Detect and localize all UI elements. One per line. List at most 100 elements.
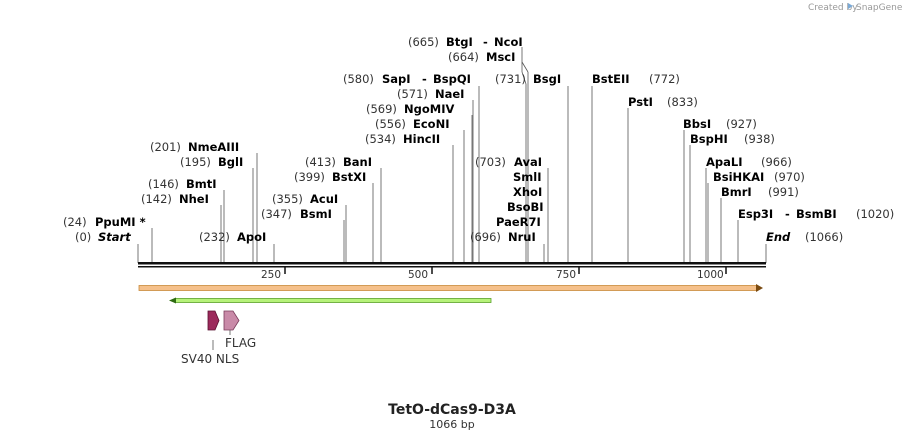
site-name: BbsI	[683, 117, 711, 131]
scale-ruler: 250 500 750 1000	[261, 267, 727, 281]
site-ppumi: (24) PpuMI *	[63, 215, 146, 229]
site-name: BsiHKAI	[713, 170, 764, 184]
credit-text: Created by	[808, 3, 858, 13]
site-name: BanI	[343, 155, 372, 169]
site-name: BglI	[218, 155, 243, 169]
site-name: Esp3I	[738, 207, 773, 221]
site-esp3i-bsmbi: Esp3I - BsmBI (1020)	[738, 207, 894, 221]
site-bmti: (146) BmtI	[148, 177, 217, 191]
site-position: (0)	[75, 230, 91, 244]
restriction-sites: (665) BtgI - NcoI (664) MscI (580) SapI …	[63, 35, 894, 244]
site-name: AcuI	[310, 192, 338, 206]
site-bstxi: (399) BstXI	[294, 170, 366, 184]
site-name: ApaLI	[706, 155, 743, 169]
site-position: (772)	[649, 72, 680, 86]
site-position: (927)	[726, 117, 757, 131]
site-msci: (664) MscI	[448, 50, 515, 64]
scale-tick-label: 1000	[697, 269, 724, 281]
site-name: NaeI	[435, 87, 464, 101]
site-position: (664)	[448, 50, 479, 64]
site-end: End (1066)	[766, 230, 843, 244]
sv40-nls-feature: SV40 NLS	[181, 310, 239, 366]
site-position: (399)	[294, 170, 325, 184]
site-name: PstI	[628, 95, 653, 109]
site-position: (966)	[761, 155, 792, 169]
site-position: (146)	[148, 177, 179, 191]
site-avai: (703) AvaI	[475, 155, 542, 169]
site-ngomiv: (569) NgoMIV	[366, 102, 454, 116]
scale-tick-label: 250	[261, 269, 281, 281]
site-sapi-bspqi: (580) SapI - BspQI	[343, 72, 471, 86]
site-position: (347)	[261, 207, 292, 221]
site-name: NmeAIII	[188, 140, 239, 154]
site-position: (991)	[768, 185, 799, 199]
site-psti: PstI (833)	[628, 95, 698, 109]
scale-tick-label: 750	[556, 269, 576, 281]
site-name: SapI	[382, 72, 411, 86]
site-name: NgoMIV	[404, 102, 454, 116]
site-nrui: (696) NruI	[470, 230, 536, 244]
brand-text: SnapGene	[856, 3, 903, 13]
site-position: (580)	[343, 72, 374, 86]
green-feature-arrow	[169, 297, 492, 304]
site-position: (696)	[470, 230, 501, 244]
sv40-nls-label: SV40 NLS	[181, 352, 239, 366]
site-name-2: BsmBI	[796, 207, 837, 221]
site-position: (665)	[408, 35, 439, 49]
site-name: HincII	[403, 132, 440, 146]
site-name: PpuMI *	[95, 215, 146, 229]
site-separator: -	[422, 72, 427, 86]
site-nhei: (142) NheI	[141, 192, 209, 206]
flag-label: FLAG	[225, 336, 256, 350]
site-position: (731)	[495, 72, 526, 86]
site-name: MscI	[486, 50, 515, 64]
site-name: BstXI	[332, 170, 366, 184]
site-position: (833)	[667, 95, 698, 109]
site-name: BmrI	[721, 185, 752, 199]
site-hincii: (534) HincII	[365, 132, 440, 146]
sequence-backbone	[138, 262, 766, 268]
site-apoi: (232) ApoI	[199, 230, 266, 244]
site-name: BsgI	[533, 72, 561, 86]
site-position: (534)	[365, 132, 396, 146]
site-bsgi: (731) BsgI	[495, 72, 561, 86]
site-name: BspHI	[690, 132, 728, 146]
site-name: ApoI	[237, 230, 266, 244]
site-start: (0) Start	[75, 230, 131, 244]
site-xhoi: XhoI	[513, 185, 542, 199]
site-bsphi: BspHI (938)	[690, 132, 775, 146]
site-name: BsoBI	[507, 200, 544, 214]
site-name: BstEII	[592, 72, 630, 86]
site-bbsi: BbsI (927)	[683, 117, 757, 131]
site-position: (938)	[744, 132, 775, 146]
site-position: (970)	[774, 170, 805, 184]
site-name: Start	[98, 230, 131, 244]
site-position: (232)	[199, 230, 230, 244]
site-acui: (355) AcuI	[272, 192, 338, 206]
site-position: (571)	[397, 87, 428, 101]
orange-feature-arrow	[138, 284, 763, 292]
site-nmeaiii: (201) NmeAIII	[150, 140, 239, 154]
site-name: XhoI	[513, 185, 542, 199]
site-bsmi: (347) BsmI	[261, 207, 332, 221]
site-bmri: BmrI (991)	[721, 185, 799, 199]
flag-feature: FLAG	[223, 310, 256, 350]
site-position: (703)	[475, 155, 506, 169]
site-separator: -	[785, 207, 790, 221]
site-position: (195)	[180, 155, 211, 169]
site-name: BtgI	[446, 35, 473, 49]
site-leader-lines	[137, 47, 767, 263]
site-position: (201)	[150, 140, 181, 154]
site-name: BsmI	[300, 207, 332, 221]
site-name: EcoNI	[413, 117, 449, 131]
site-name: PaeR7I	[496, 215, 541, 229]
site-bsteii: BstEII (772)	[592, 72, 680, 86]
site-position: (142)	[141, 192, 172, 206]
map-subtitle: 1066 bp	[429, 418, 474, 431]
site-name-2: NcoI	[494, 35, 523, 49]
site-smli: SmlI	[513, 170, 542, 184]
site-name: SmlI	[513, 170, 542, 184]
site-name: BmtI	[186, 177, 217, 191]
site-separator: -	[483, 35, 488, 49]
